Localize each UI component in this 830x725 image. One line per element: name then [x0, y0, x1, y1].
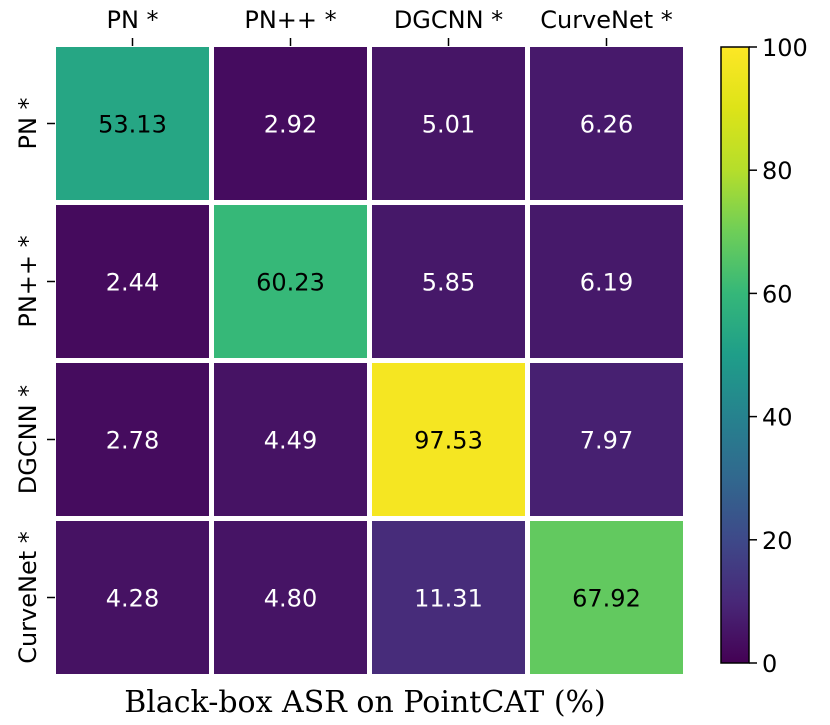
cell-value-label: 6.26 [580, 111, 633, 139]
y-tick-label: PN * [14, 97, 42, 149]
heatmap-cell-r3-c1 [56, 363, 209, 516]
cell-value-label: 53.13 [98, 111, 167, 139]
cell-value-label: 11.31 [414, 585, 483, 613]
chart-caption: Black-box ASR on PointCAT (%) [124, 685, 606, 720]
cell-value-label: 4.80 [264, 585, 317, 613]
colorbar-tick-label: 60 [762, 280, 793, 308]
cell-value-label: 67.92 [572, 585, 641, 613]
cell-value-label: 7.97 [580, 427, 633, 455]
heatmap-cell-r4-c2 [214, 521, 367, 674]
y-tick-label: DGCNN * [14, 385, 42, 494]
cell-value-label: 2.92 [264, 111, 317, 139]
x-tick-label: DGCNN * [394, 6, 503, 34]
heatmap-cells [56, 47, 683, 674]
heatmap-cell-r4-c1 [56, 521, 209, 674]
colorbar-tick-label: 100 [762, 34, 808, 62]
cell-value-label: 6.19 [580, 269, 633, 297]
heatmap-cell-r1-c3 [372, 47, 525, 200]
cell-value-label: 2.44 [106, 269, 159, 297]
heatmap-cell-r2-c1 [56, 205, 209, 358]
heatmap-cell-r2-c4 [530, 205, 683, 358]
colorbar-tick-label: 20 [762, 527, 793, 555]
heatmap-cell-r4-c3 [372, 521, 525, 674]
y-tick-label: PN++ * [14, 235, 42, 327]
colorbar-tick-label: 0 [762, 650, 777, 678]
colorbar-tick-label: 40 [762, 404, 793, 432]
x-axis: PN * PN++ * DGCNN * CurveNet * [106, 6, 673, 46]
heatmap-cell-r3-c3 [372, 363, 525, 516]
heatmap-cell-r2-c3 [372, 205, 525, 358]
y-tick-label: CurveNet * [14, 531, 42, 664]
cell-value-label: 5.85 [422, 269, 475, 297]
cell-value-label: 2.78 [106, 427, 159, 455]
cell-value-label: 4.49 [264, 427, 317, 455]
heatmap-cell-r1-c2 [214, 47, 367, 200]
colorbar: 0 20 40 60 80 100 [720, 34, 808, 678]
cell-value-label: 4.28 [106, 585, 159, 613]
heatmap-cell-r2-c2 [214, 205, 367, 358]
x-tick-label: CurveNet * [540, 6, 673, 34]
colorbar-tick-label: 80 [762, 157, 793, 185]
cell-value-label: 97.53 [414, 427, 483, 455]
heatmap-cell-r3-c2 [214, 363, 367, 516]
x-tick-label: PN++ * [244, 6, 336, 34]
heatmap-cell-r3-c4 [530, 363, 683, 516]
y-axis: PN * PN++ * DGCNN * CurveNet * [14, 97, 55, 664]
cell-value-label: 5.01 [422, 111, 475, 139]
heatmap-cell-r4-c4 [530, 521, 683, 674]
x-tick-label: PN * [106, 6, 158, 34]
heatmap-cell-labels: 53.13 2.92 5.01 6.26 2.44 60.23 5.85 6.19 2.78 4.… [98, 111, 641, 613]
cell-value-label: 60.23 [256, 269, 325, 297]
colorbar-bar [720, 46, 750, 664]
heatmap-cell-r1-c1 [56, 47, 209, 200]
heatmap-cell-r1-c4 [530, 47, 683, 200]
